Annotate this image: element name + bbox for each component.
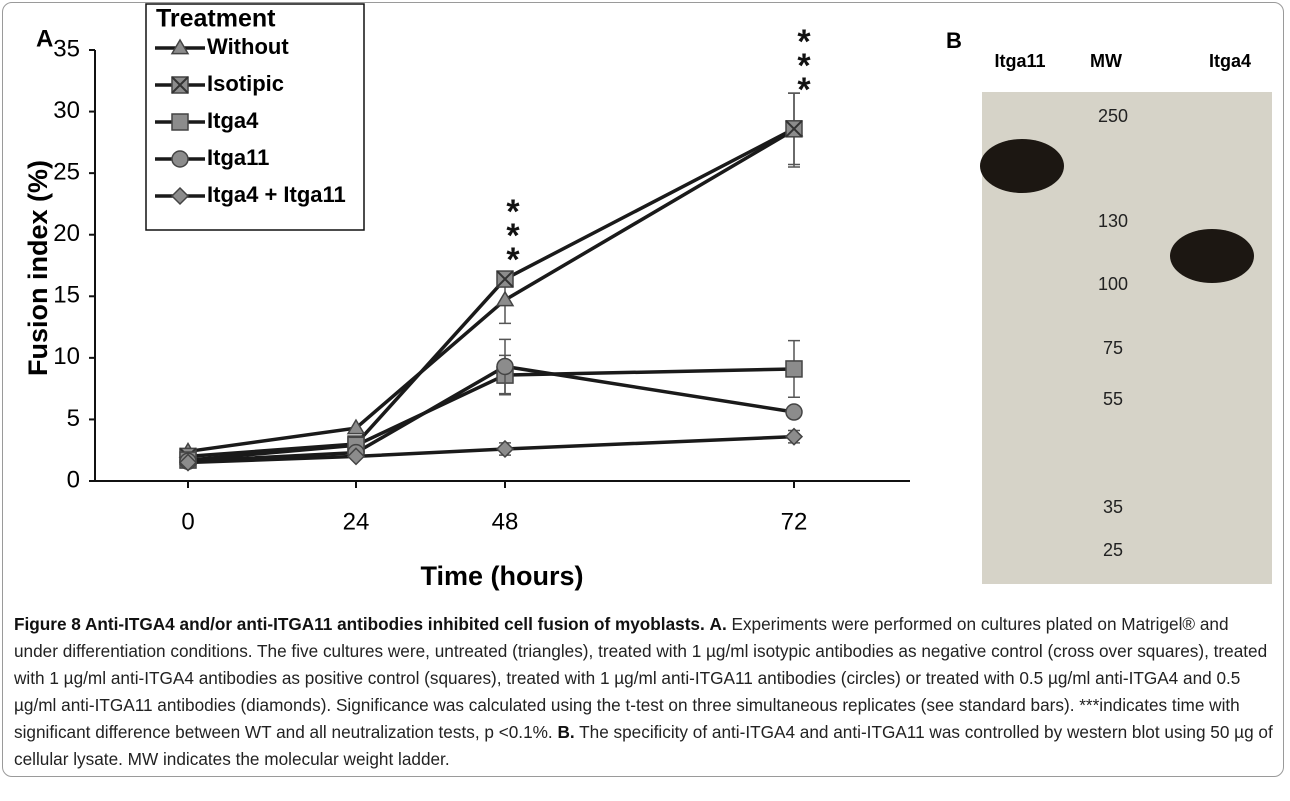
x-axis-title: Time (hours): [420, 561, 583, 591]
data-point: [346, 418, 366, 435]
x-tick-label: 72: [781, 508, 808, 535]
mw-marker: 35: [1103, 497, 1123, 517]
mw-marker: 75: [1103, 338, 1123, 358]
legend-label: Isotipic: [207, 71, 284, 96]
data-point: [178, 453, 198, 472]
series-line: [187, 364, 795, 464]
mw-marker: 250: [1098, 106, 1128, 126]
legend-label: Itga11: [207, 145, 269, 170]
series-line: [187, 434, 795, 465]
caption-text: Experiments were performed on cultures p…: [14, 614, 1268, 742]
legend-marker: [170, 38, 190, 55]
y-tick-label: 15: [53, 282, 80, 309]
caption-label: A.: [709, 614, 727, 634]
y-tick-label: 20: [53, 220, 80, 247]
data-point: [496, 270, 514, 288]
mw-marker: 25: [1103, 540, 1123, 560]
chart: A Time (hours) Fusion index (%) Treatmen…: [23, 3, 1272, 591]
caption-title: Figure 8 Anti-ITGA4 and/or anti-ITGA11 a…: [14, 614, 705, 634]
figure-frame: [2, 2, 1284, 777]
panel-label: B: [946, 28, 962, 53]
data-point: [495, 290, 515, 307]
legend-label: Itga4 + Itga11: [207, 182, 346, 207]
y-tick-label: 0: [67, 466, 80, 493]
legend-marker: [171, 150, 189, 168]
significance-marker: ***: [797, 23, 811, 109]
y-tick-label: 10: [53, 343, 80, 370]
y-axis-title: Fusion index (%): [23, 160, 53, 376]
data-point: [346, 447, 366, 466]
marker-part: [496, 270, 514, 288]
series-line: [187, 367, 795, 462]
y-tick-label: 35: [53, 35, 80, 62]
significance-marker: ***: [506, 193, 520, 279]
data-point: [496, 357, 514, 376]
marker-part: [785, 120, 803, 138]
y-tick-label: 25: [53, 158, 80, 185]
legend-marker: [170, 186, 190, 206]
x-tick-label: 48: [492, 508, 519, 535]
x-tick-label: 24: [343, 508, 370, 535]
marker-part: [171, 76, 189, 94]
data-point: [495, 439, 515, 459]
caption-text: The specificity of anti-ITGA4 and anti-I…: [14, 722, 1273, 769]
legend-label: Without: [207, 34, 289, 59]
data-point: [784, 427, 804, 446]
x-tick-label: 0: [181, 508, 194, 535]
legend-label: Itga4: [207, 108, 259, 133]
panel-label: A: [36, 25, 53, 52]
lane-label: Itga11: [994, 51, 1045, 71]
mw-marker: 130: [1098, 211, 1128, 231]
mw-marker: 55: [1103, 389, 1123, 409]
mw-marker: 100: [1098, 274, 1128, 294]
series-line: [187, 127, 795, 459]
y-tick-label: 5: [67, 405, 80, 432]
blot-band: [980, 139, 1064, 193]
y-tick-label: 30: [53, 97, 80, 124]
data-point: [785, 360, 803, 378]
data-point: [785, 120, 803, 138]
caption-label: B.: [557, 722, 575, 742]
legend-title: Treatment: [156, 5, 276, 33]
figure-caption: Figure 8 Anti-ITGA4 and/or anti-ITGA11 a…: [14, 611, 1276, 773]
data-point: [785, 403, 803, 421]
lane-label: Itga4: [1209, 51, 1251, 71]
blot-band: [1170, 229, 1254, 283]
lane-label: MW: [1090, 51, 1122, 71]
legend-marker: [171, 113, 189, 131]
legend-marker: [171, 76, 189, 94]
